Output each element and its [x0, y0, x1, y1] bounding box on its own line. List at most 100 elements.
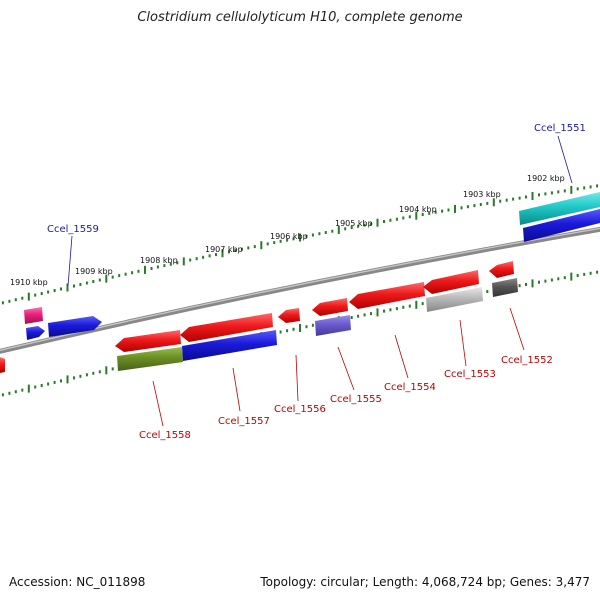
gene-feature-ccel-1551-upper[interactable] — [519, 192, 600, 225]
outer-ring-tick — [376, 218, 379, 227]
inner-ring-tick — [383, 309, 385, 313]
outer-ring-tick — [408, 215, 411, 219]
outer-ring-tick — [182, 257, 185, 266]
gene-feature-ccel-1553[interactable] — [426, 287, 483, 312]
gene-label-ccel-1558[interactable]: Ccel_1558 — [139, 430, 191, 441]
outer-ring-tick — [434, 210, 437, 214]
inner-ring-tick — [1, 393, 4, 397]
inner-ring-tick — [305, 325, 308, 329]
gene-feature-ccel-1552-upper[interactable] — [489, 261, 514, 278]
outer-ring-tick — [331, 229, 334, 233]
outer-ring-tick — [344, 227, 347, 231]
outer-ring-tick — [156, 265, 159, 269]
gene-feature-ccel-1555[interactable] — [315, 315, 351, 336]
outer-ring-tick — [370, 222, 372, 226]
outer-ring-tick — [305, 234, 308, 238]
outer-ring-tick — [260, 241, 263, 250]
reverse-strand-genes — [0, 261, 518, 373]
callout-line-ccel-1558 — [152, 380, 164, 427]
callout-line-ccel-1557 — [232, 367, 241, 412]
outer-ring-tick — [92, 280, 95, 283]
inner-ring-tick — [73, 376, 75, 380]
outer-ring-tick — [318, 232, 321, 236]
outer-ring-tick — [131, 271, 134, 275]
outer-ring-tick — [311, 233, 314, 237]
outer-ring-tick — [402, 216, 405, 220]
outer-ring-tick — [208, 254, 211, 258]
outer-ring-tick — [234, 249, 237, 252]
inner-ring-tick — [98, 370, 101, 374]
outer-ring-tick — [34, 293, 37, 297]
scale-label-1908: 1908 kbp — [140, 256, 178, 265]
scale-label-1906: 1906 kbp — [270, 232, 308, 241]
gene-label-ccel-1559[interactable]: Ccel_1559 — [47, 224, 99, 235]
genome-summary-text: Topology: circular; Length: 4,068,724 bp… — [260, 575, 590, 589]
outer-ring-tick — [492, 198, 495, 207]
gene-feature-ccel-1559-upper[interactable] — [24, 307, 43, 324]
outer-ring-tick — [454, 204, 456, 213]
scale-label-1910: 1910 kbp — [10, 278, 48, 287]
gene-feature-ccel-1556[interactable] — [278, 308, 300, 323]
outer-ring-tick — [118, 274, 121, 278]
gene-feature-ccel-1555-upper[interactable] — [312, 298, 348, 316]
outer-ring-tick — [279, 239, 282, 243]
gene-feature-ccel-1557-upper[interactable] — [180, 313, 273, 342]
accession-text: Accession: NC_011898 — [9, 575, 146, 589]
gene-labels: Ccel_1551 Ccel_1559 Ccel_1558 Ccel_1557 … — [47, 123, 586, 441]
scale-label-1907: 1907 kbp — [205, 245, 243, 254]
outer-ring-tick — [441, 209, 444, 213]
gene-feature-ccel-1557[interactable] — [182, 330, 277, 361]
gene-feature-ccel-1554[interactable] — [349, 282, 425, 309]
outer-ring-tick — [240, 247, 243, 251]
gene-feature-ccel-1552[interactable] — [492, 278, 518, 297]
inner-ring-tick — [531, 279, 534, 288]
inner-ring-tick — [570, 272, 573, 281]
inner-ring-tick — [538, 280, 540, 284]
gene-label-ccel-1552[interactable]: Ccel_1552 — [501, 355, 553, 366]
inner-ring-tick — [21, 388, 24, 392]
outer-ring-tick — [105, 274, 108, 283]
inner-ring-tick — [363, 313, 366, 317]
outer-ring-tick — [563, 189, 566, 193]
gene-feature-ccel-1558-upper[interactable] — [115, 330, 181, 352]
inner-ring-tick — [550, 278, 553, 282]
scale-label-1909: 1909 kbp — [75, 267, 113, 276]
inner-ring-tick — [40, 384, 43, 387]
outer-ring-tick — [389, 218, 392, 222]
outer-ring-tick — [137, 269, 140, 273]
inner-ring-tick — [544, 279, 547, 283]
inner-ring-tick — [576, 274, 579, 277]
outer-ring-tick — [21, 296, 24, 300]
outer-ring-tick — [163, 264, 166, 268]
gene-feature-ccel-1559[interactable] — [48, 316, 102, 337]
callout-line-ccel-1556 — [295, 354, 299, 402]
inner-ring-tick — [389, 308, 392, 312]
gene-label-ccel-1557[interactable]: Ccel_1557 — [218, 416, 270, 427]
gene-label-ccel-1554[interactable]: Ccel_1554 — [384, 382, 436, 393]
inner-ring-tick — [408, 304, 411, 308]
inner-ring-tick — [357, 314, 360, 318]
outer-ring-tick — [505, 198, 508, 202]
outer-ring-tick — [215, 253, 217, 257]
gene-label-ccel-1551[interactable]: Ccel_1551 — [534, 123, 586, 134]
gene-feature-ccel-1559-lower[interactable] — [26, 326, 45, 340]
outer-ring-tick — [169, 262, 172, 266]
gene-feature-ccel-1551-lower[interactable] — [523, 209, 600, 242]
outer-ring-tick — [253, 245, 256, 249]
gene-label-ccel-1556[interactable]: Ccel_1556 — [274, 404, 326, 415]
inner-ring-tick — [350, 316, 353, 319]
gene-feature-ccel-1558[interactable] — [117, 347, 183, 371]
genome-backbone — [0, 226, 600, 354]
inner-ring-tick — [14, 390, 17, 394]
scale-label-1902: 1902 kbp — [527, 174, 565, 183]
gene-label-ccel-1553[interactable]: Ccel_1553 — [444, 369, 496, 380]
outer-ring-tick — [144, 265, 146, 274]
inner-ring-tick — [402, 305, 405, 309]
gene-label-ccel-1555[interactable]: Ccel_1555 — [330, 394, 382, 405]
outer-ring-tick — [124, 272, 127, 276]
outer-ring-tick — [350, 226, 353, 229]
inner-ring-tick — [486, 290, 489, 293]
gene-feature-edge-left[interactable] — [0, 357, 5, 373]
outer-ring-tick — [27, 292, 30, 301]
gene-feature-ccel-1553-upper[interactable] — [423, 270, 479, 294]
